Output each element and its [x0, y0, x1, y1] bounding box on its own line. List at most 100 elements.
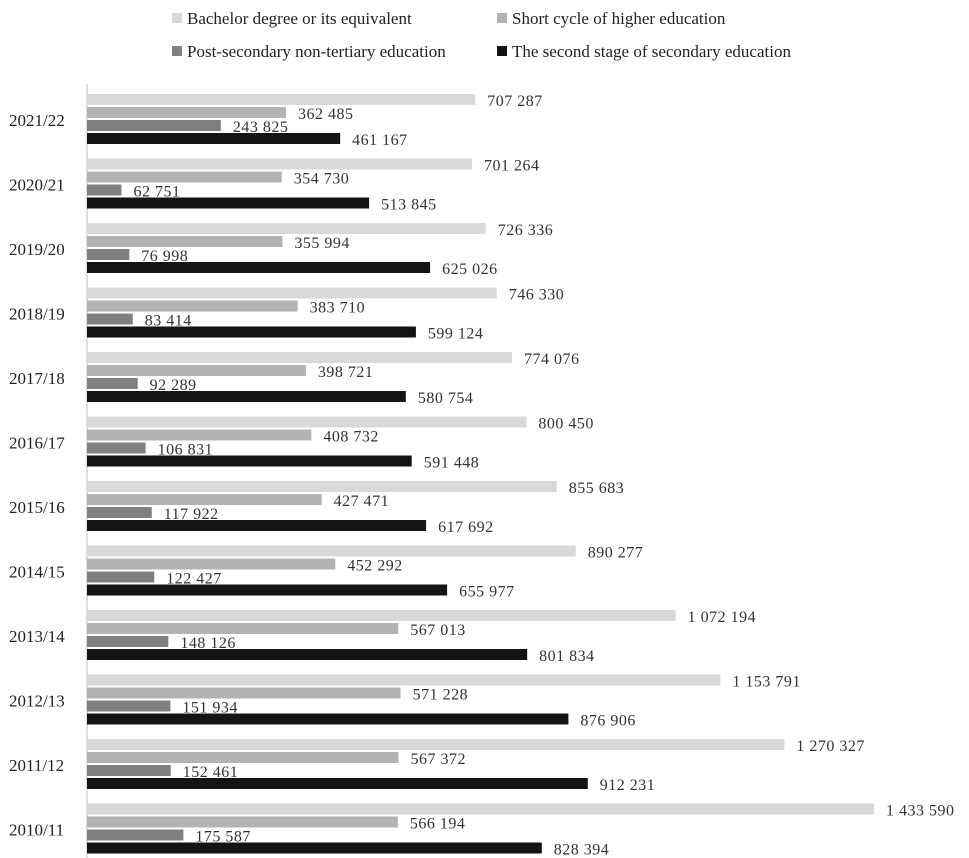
data-label: 408 732 [323, 429, 379, 446]
bar [87, 842, 542, 854]
data-label: 513 845 [381, 197, 437, 214]
data-label: 427 471 [334, 493, 390, 510]
data-label: 92 289 [150, 377, 197, 394]
bar [87, 416, 527, 428]
category-label: 2011/12 [9, 756, 64, 775]
data-label: 617 692 [438, 519, 494, 536]
bar [87, 636, 169, 647]
bar [87, 171, 282, 183]
category-label: 2020/21 [9, 176, 65, 195]
legend-label: Bachelor degree or its equivalent [187, 9, 412, 28]
bar [87, 287, 497, 299]
bar [87, 520, 427, 531]
bar [87, 494, 322, 505]
legend-label: The second stage of secondary education [512, 42, 791, 61]
data-label: 580 754 [418, 390, 474, 407]
data-label: 83 414 [145, 313, 192, 330]
bar [87, 571, 155, 583]
bar [87, 829, 184, 841]
data-label: 76 998 [141, 248, 188, 265]
bar [87, 352, 512, 363]
data-label: 855 683 [569, 480, 625, 497]
category-label: 2010/11 [9, 821, 64, 840]
bar [87, 455, 412, 467]
bar [87, 649, 528, 660]
data-label: 912 231 [600, 777, 656, 794]
data-label: 801 834 [539, 648, 595, 665]
legend: Bachelor degree or its equivalent Short c… [172, 9, 791, 61]
bar [87, 610, 676, 621]
bar [87, 765, 171, 776]
bar [87, 713, 569, 725]
bar [87, 739, 785, 750]
data-label: 707 287 [487, 93, 543, 110]
data-label: 175 587 [195, 829, 251, 846]
bar [87, 184, 122, 196]
category-label: 2017/18 [9, 369, 65, 388]
data-label: 106 831 [158, 442, 214, 459]
data-label: 890 277 [588, 545, 644, 562]
bar [87, 107, 286, 118]
category-label: 2012/13 [9, 692, 65, 711]
data-label: 383 710 [310, 300, 366, 317]
bar [87, 249, 130, 260]
bar [87, 313, 133, 325]
bar [87, 223, 486, 234]
bar [87, 507, 152, 518]
bar [87, 687, 401, 699]
bar [87, 133, 341, 144]
bar [87, 674, 721, 686]
legend-swatch [172, 46, 182, 56]
data-label: 1 153 791 [732, 674, 801, 691]
bar [87, 752, 399, 763]
data-label: 701 264 [484, 158, 540, 175]
bar [87, 236, 283, 247]
bar [87, 300, 298, 312]
value-labels: 707 287 362 485 243 825 461 167 701 264 354 7… [133, 93, 954, 858]
bar [87, 558, 336, 570]
bar [87, 584, 448, 596]
data-label: 452 292 [347, 558, 403, 575]
data-label: 62 751 [133, 184, 180, 201]
data-label: 122 427 [166, 571, 222, 588]
data-label: 148 126 [180, 635, 236, 652]
data-label: 655 977 [459, 584, 515, 601]
data-label: 800 450 [538, 416, 594, 433]
bar [87, 158, 472, 170]
legend-label: Short cycle of higher education [512, 9, 726, 28]
data-label: 355 994 [294, 235, 350, 252]
legend-label: Post-secondary non-tertiary education [187, 42, 446, 61]
bar [87, 700, 171, 712]
bar [87, 197, 370, 209]
data-label: 567 372 [410, 751, 466, 768]
data-label: 625 026 [442, 261, 498, 278]
data-label: 566 194 [410, 816, 466, 833]
bar [87, 545, 576, 557]
category-label: 2021/22 [9, 111, 65, 130]
bar [87, 778, 588, 789]
bar [87, 816, 398, 828]
data-label: 726 336 [498, 222, 554, 239]
legend-swatch [497, 46, 507, 56]
data-label: 1 270 327 [796, 738, 865, 755]
data-label: 354 730 [294, 171, 350, 188]
data-label: 152 461 [183, 764, 239, 781]
data-label: 398 721 [318, 364, 374, 381]
category-label: 2013/14 [9, 627, 65, 646]
bar [87, 481, 557, 492]
bar [87, 120, 221, 131]
legend-swatch [497, 13, 507, 23]
data-label: 591 448 [424, 455, 480, 472]
data-label: 117 922 [164, 506, 219, 523]
data-label: 746 330 [509, 287, 565, 304]
bar [87, 442, 146, 454]
bar [87, 94, 476, 105]
bars [87, 94, 874, 854]
data-label: 243 825 [233, 119, 289, 136]
data-label: 461 167 [352, 132, 408, 149]
category-label: 2018/19 [9, 305, 65, 324]
data-label: 1 072 194 [688, 609, 757, 626]
data-label: 599 124 [428, 326, 484, 343]
bar [87, 429, 312, 441]
